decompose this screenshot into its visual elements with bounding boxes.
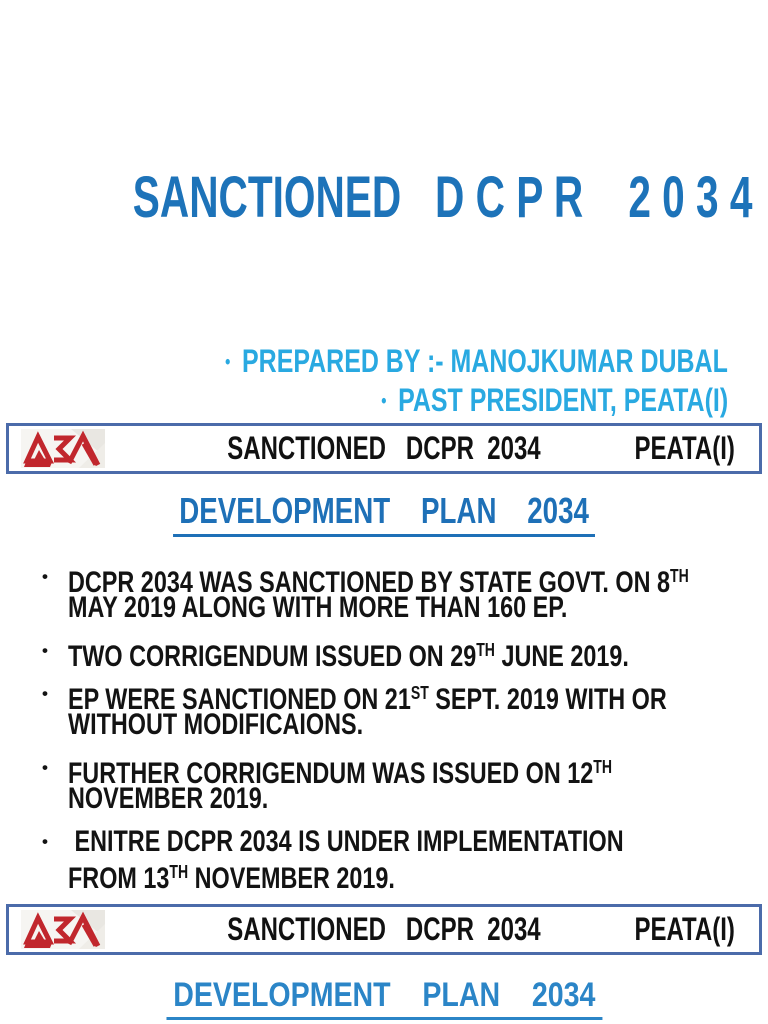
bullet-marker: •: [42, 758, 48, 777]
bullet-text: EP WERE SANCTIONED ON 21ST SEPT. 2019 WI…: [68, 682, 667, 741]
prepared-by-text: PREPARED BY :- MANOJKUMAR DUBAL: [242, 343, 728, 379]
past-president-line: • PAST PRESIDENT, PEATA(I): [30, 342, 728, 418]
deck-title-text: SANCTIONED D C P R 2 0 3 4: [132, 165, 753, 230]
bar-title: SANCTIONED DCPR 2034: [227, 430, 541, 466]
list-item: • FURTHER CORRIGENDUM WAS ISSUED ON 12TH N…: [42, 752, 758, 814]
bullet-text: DCPR 2034 WAS SANCTIONED BY STATE GOVT. …: [68, 565, 689, 624]
prepared-by-block: • PREPARED BY :- MANOJKUMAR DUBAL • PAST P…: [30, 303, 728, 418]
bullet-text: TWO CORRIGENDUM ISSUED ON 29TH JUNE 2019…: [68, 639, 629, 673]
bullet-marker: •: [42, 641, 48, 660]
section-heading-text: DEVELOPMENT PLAN 2034: [166, 975, 602, 1020]
bullet-marker: •: [42, 684, 48, 703]
bullet-text: FURTHER CORRIGENDUM WAS ISSUED ON 12TH NO…: [68, 756, 612, 815]
peata-logo-icon: [21, 910, 105, 949]
bullet-marker: •: [42, 567, 48, 586]
prepared-by-line: • PREPARED BY :- MANOJKUMAR DUBAL: [30, 303, 728, 379]
peata-logo-icon: [21, 429, 105, 468]
list-item: • TWO CORRIGENDUM ISSUED ON 29TH JUNE 201…: [42, 635, 758, 672]
bullet-list: • DCPR 2034 WAS SANCTIONED BY STATE GOVT.…: [42, 561, 758, 900]
section-heading-text: DEVELOPMENT PLAN 2034: [172, 490, 596, 537]
list-item: • EP WERE SANCTIONED ON 21ST SEPT. 2019 W…: [42, 678, 758, 740]
bullet-text: ENITRE DCPR 2034 IS UNDER IMPLEMENTATION…: [68, 825, 624, 895]
bar-right-label: PEATA(I): [634, 430, 735, 466]
slide-header-bar: SANCTIONED DCPR 2034 PEATA(I): [6, 904, 762, 955]
list-item: • DCPR 2034 WAS SANCTIONED BY STATE GOVT.…: [42, 561, 758, 623]
list-item: • ENITRE DCPR 2034 IS UNDER IMPLEMENTATI…: [42, 826, 758, 894]
bar-right-label: PEATA(I): [634, 911, 735, 947]
bullet-marker: •: [381, 391, 387, 412]
slide-header-bar: SANCTIONED DCPR 2034 PEATA(I): [6, 423, 762, 474]
bullet-marker: •: [225, 352, 231, 373]
section-heading: DEVELOPMENT PLAN 2034: [0, 975, 768, 1020]
section-heading: DEVELOPMENT PLAN 2034: [0, 490, 768, 537]
deck-title: SANCTIONED D C P R 2 0 3 4: [0, 163, 768, 233]
bar-title: SANCTIONED DCPR 2034: [227, 911, 541, 947]
bullet-marker: •: [42, 832, 48, 851]
past-president-text: PAST PRESIDENT, PEATA(I): [397, 382, 728, 418]
